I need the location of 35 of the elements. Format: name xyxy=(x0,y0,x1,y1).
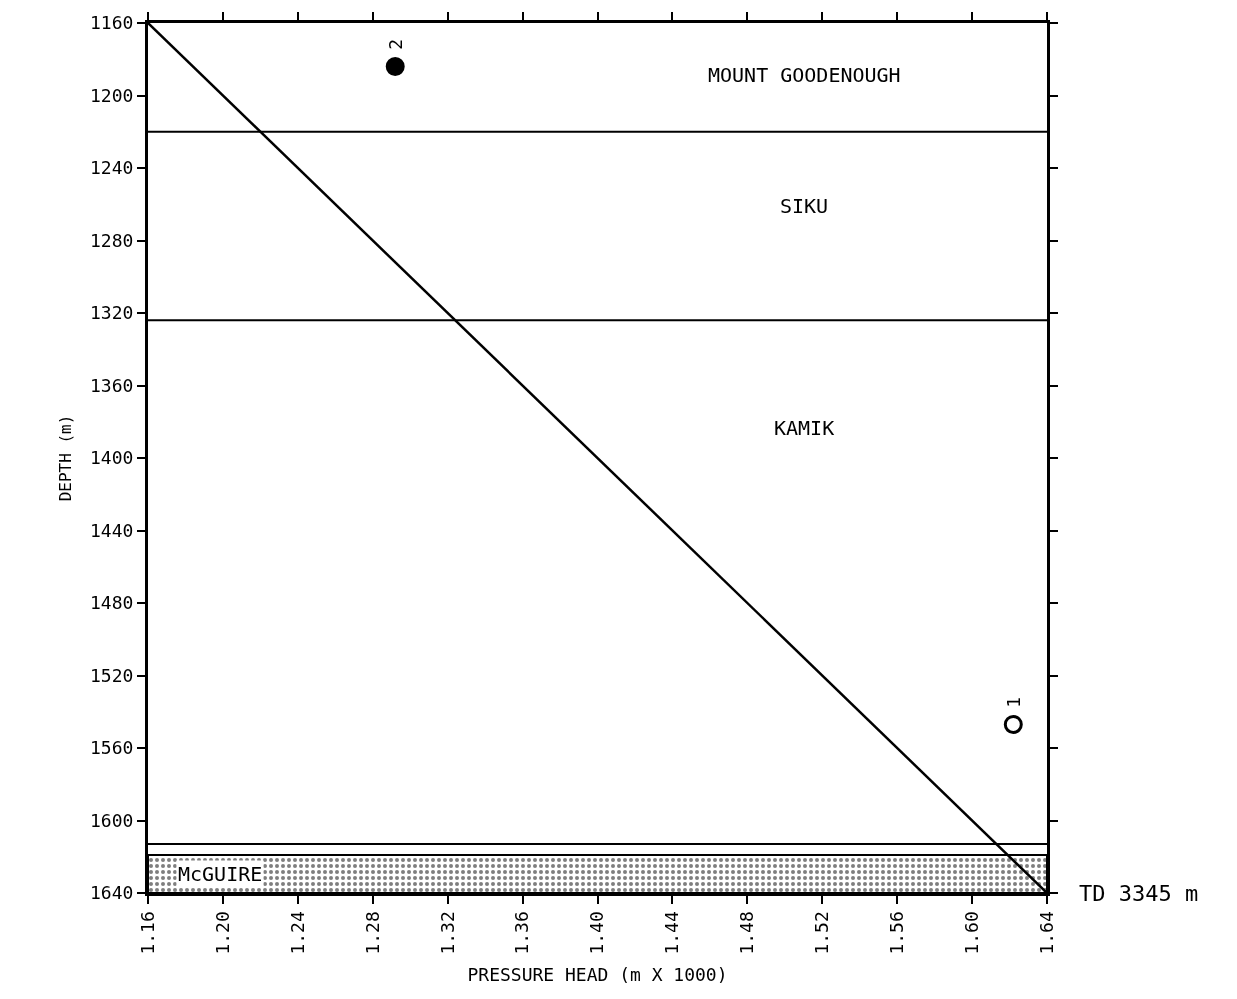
y-tick-label: 1520 xyxy=(90,664,134,686)
y-tick-label: 1560 xyxy=(90,737,134,759)
x-tick-label: 1.16 xyxy=(136,911,158,955)
annotation: MOUNT GOODENOUGH xyxy=(708,63,901,87)
x-tick-label: 1.48 xyxy=(736,911,758,955)
x-tick-label: 1.28 xyxy=(361,911,383,955)
x-tick-label: 1.20 xyxy=(211,911,233,955)
band-label: McGUIRE xyxy=(178,862,263,886)
y-tick-label: 1640 xyxy=(90,882,134,904)
y-tick-label: 1440 xyxy=(90,519,134,541)
text: TD 3345 m xyxy=(1079,881,1199,906)
x-tick-label: 1.36 xyxy=(511,911,533,955)
y-axis-title: DEPTH (m) xyxy=(55,414,75,502)
x-tick-label: 1.44 xyxy=(661,911,683,955)
y-tick-label: 1280 xyxy=(90,229,134,251)
y-tick-label: 1200 xyxy=(90,84,134,106)
y-tick-label: 1320 xyxy=(90,302,134,324)
annotation: 1 xyxy=(1002,696,1024,708)
y-tick-label: 1360 xyxy=(90,374,134,396)
y-tick-label: 1160 xyxy=(90,12,134,34)
x-tick-label: 1.32 xyxy=(436,911,458,955)
x-tick-label: 1.56 xyxy=(886,911,908,955)
x-tick-label: 1.24 xyxy=(286,911,308,955)
annotation: SIKU xyxy=(780,194,829,218)
x-tick-label: 1.64 xyxy=(1035,911,1057,955)
y-tick-label: 1400 xyxy=(90,447,134,469)
y-tick-label: 1480 xyxy=(90,592,134,614)
y-tick-label: 1240 xyxy=(90,157,134,179)
annotation: KAMIK xyxy=(774,416,835,440)
x-tick-label: 1.60 xyxy=(960,911,982,955)
y-tick-label: 1600 xyxy=(90,809,134,831)
x-axis-title: PRESSURE HEAD (m X 1000) xyxy=(467,963,728,985)
x-tick-label: 1.52 xyxy=(811,911,833,955)
annotation: 2 xyxy=(384,38,406,50)
x-tick-label: 1.40 xyxy=(586,911,608,955)
